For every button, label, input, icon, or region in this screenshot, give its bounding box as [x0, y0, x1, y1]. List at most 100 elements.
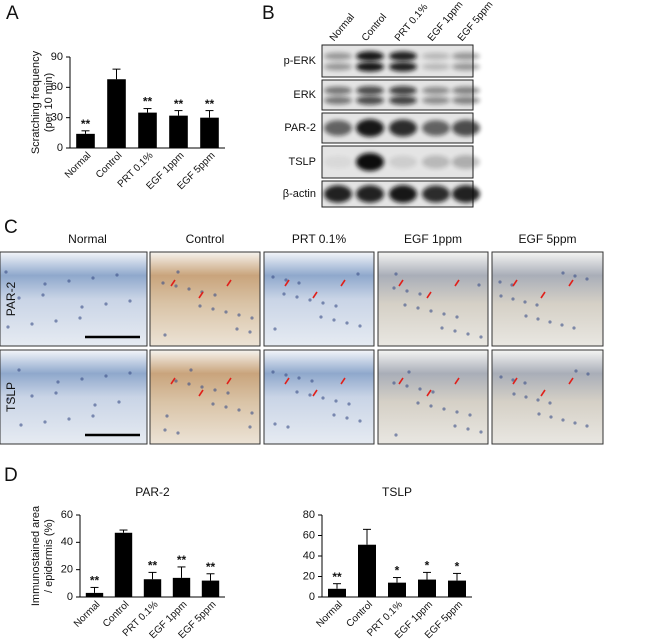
cell — [4, 270, 8, 274]
bar — [76, 133, 95, 148]
blot-band — [389, 119, 417, 137]
cell — [403, 303, 407, 307]
cell — [332, 413, 336, 417]
x-tick-label: Normal — [72, 599, 103, 630]
significance: * — [455, 560, 460, 574]
bar — [201, 580, 220, 597]
blot-band — [452, 52, 480, 60]
cell — [429, 404, 433, 408]
cell — [17, 296, 21, 300]
cell — [405, 289, 409, 293]
histology-image — [149, 349, 261, 445]
blot-band — [452, 155, 480, 169]
y-axis-label: Scratching frequency — [30, 50, 42, 154]
cell — [334, 399, 338, 403]
cell — [115, 273, 119, 277]
y-tick-label: 40 — [61, 536, 73, 548]
blot-band — [356, 185, 384, 203]
bar — [107, 79, 126, 148]
cell — [394, 433, 398, 437]
cell — [468, 413, 472, 417]
y-tick-label: 20 — [303, 570, 315, 582]
cell — [548, 401, 552, 405]
blot-band — [422, 63, 450, 71]
cell — [332, 318, 336, 322]
cell — [549, 415, 553, 419]
blot-band — [422, 96, 450, 105]
bar — [418, 579, 436, 597]
cell — [334, 304, 338, 308]
cell — [198, 304, 202, 308]
y-tick-label: 80 — [303, 509, 315, 521]
cell — [585, 277, 589, 281]
histology-column-label: Normal — [68, 232, 107, 246]
arrow — [198, 291, 204, 299]
cell — [524, 395, 528, 399]
blot-band — [452, 185, 480, 203]
cell — [479, 430, 483, 434]
cell — [455, 315, 459, 319]
arrow — [512, 377, 518, 385]
significance: ** — [177, 553, 187, 567]
y-tick-label: 20 — [61, 564, 73, 576]
cell — [165, 414, 169, 418]
cell — [321, 301, 325, 305]
cell — [308, 298, 312, 302]
histology-image — [263, 349, 375, 445]
cell — [104, 374, 108, 378]
blot-row-label: ERK — [293, 89, 316, 101]
histology-image — [149, 251, 261, 347]
cell — [442, 407, 446, 411]
blot-band — [452, 63, 480, 71]
cell — [30, 322, 34, 326]
cell — [41, 293, 45, 297]
blot-band — [389, 95, 417, 105]
cell — [295, 295, 299, 299]
cell — [416, 306, 420, 310]
cell — [200, 385, 204, 389]
cell — [536, 398, 540, 402]
y-tick-label: 90 — [51, 51, 63, 63]
cell — [235, 327, 239, 331]
cell — [345, 321, 349, 325]
panel-label: A — [6, 3, 19, 24]
cell — [284, 373, 288, 377]
y-tick-label: 40 — [303, 550, 315, 562]
cell — [394, 272, 398, 276]
blot-band — [356, 119, 384, 137]
x-tick-label: Normal — [314, 599, 345, 630]
cell — [537, 412, 541, 416]
cell — [560, 323, 564, 327]
cell — [499, 375, 503, 379]
bar — [138, 112, 157, 148]
blot-band — [324, 120, 352, 136]
cell — [477, 283, 481, 287]
blot-band — [452, 86, 480, 95]
cell — [440, 326, 444, 330]
cell — [453, 329, 457, 333]
cell — [416, 401, 420, 405]
cell — [392, 381, 396, 385]
cell — [561, 418, 565, 422]
cell — [6, 325, 10, 329]
y-tick-label: 60 — [51, 81, 63, 93]
panel-label: B — [262, 3, 275, 24]
arrow — [312, 389, 318, 397]
blot-band — [422, 185, 450, 203]
cell — [512, 392, 516, 396]
blot-band — [389, 155, 417, 169]
blot-band — [389, 185, 417, 203]
bar — [172, 577, 191, 597]
cell — [271, 275, 275, 279]
cell — [499, 294, 503, 298]
cell — [56, 380, 60, 384]
cell — [418, 292, 422, 296]
x-tick-label: Normal — [63, 150, 94, 181]
cell — [19, 423, 23, 427]
arrow — [568, 279, 574, 287]
arrow — [226, 279, 232, 287]
blot-row-label: β-actin — [283, 188, 316, 200]
cell — [248, 330, 252, 334]
cell — [78, 316, 82, 320]
cell — [43, 420, 47, 424]
